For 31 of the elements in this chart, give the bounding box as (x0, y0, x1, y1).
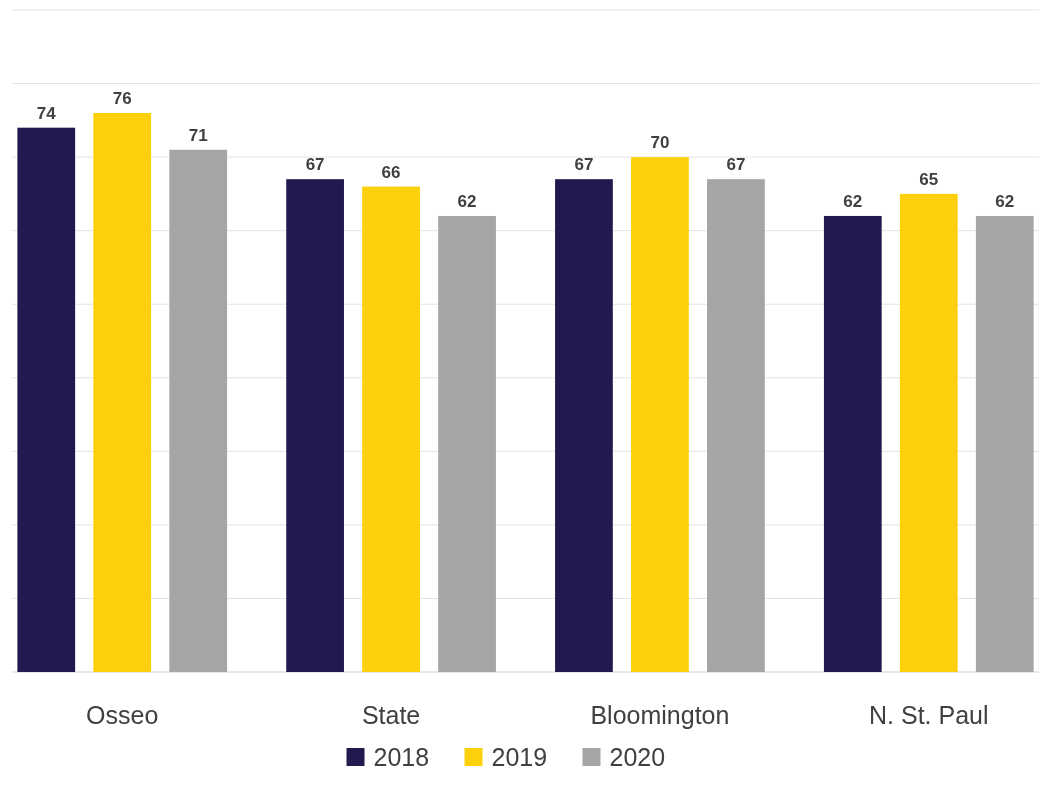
data-label: 62 (457, 191, 477, 211)
data-label: 71 (188, 125, 208, 145)
bar (169, 149, 228, 672)
bar (975, 215, 1034, 672)
bar (362, 186, 420, 672)
x-tick-label: State (361, 701, 421, 729)
legend-label: 2019 (491, 742, 548, 771)
bar (286, 179, 344, 672)
data-label: 74 (36, 103, 57, 123)
bar (17, 127, 76, 672)
data-label: 62 (995, 191, 1015, 211)
data-label: 67 (574, 155, 594, 175)
data-label: 65 (919, 169, 939, 189)
bar (707, 179, 765, 672)
x-tick-label: Osseo (86, 701, 159, 729)
bar (555, 179, 613, 672)
bar (438, 215, 496, 672)
x-tick-label: Bloomington (590, 701, 730, 729)
legend-label: 2018 (373, 742, 430, 771)
data-label: 67 (305, 155, 325, 175)
data-label: 76 (112, 88, 132, 108)
bar (823, 215, 882, 672)
legend-label: 2020 (609, 742, 666, 771)
data-label: 67 (726, 155, 746, 175)
bar (631, 157, 689, 672)
x-tick-label: N. St. Paul (869, 701, 989, 729)
data-label: 66 (381, 162, 401, 182)
data-label: 70 (650, 133, 670, 153)
bar (899, 193, 958, 672)
data-label: 62 (843, 191, 863, 211)
bar (93, 112, 152, 672)
